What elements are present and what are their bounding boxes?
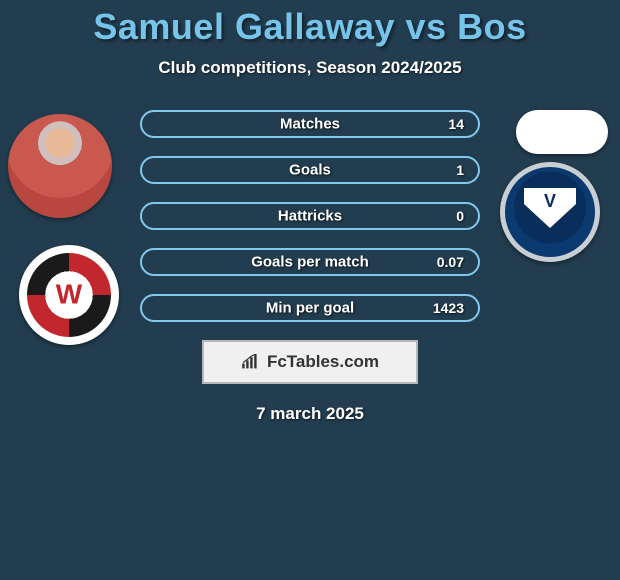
player-photo-right: [516, 110, 608, 154]
page-subtitle: Club competitions, Season 2024/2025: [0, 58, 620, 78]
stat-label: Matches: [280, 116, 340, 133]
stat-value-right: 1423: [433, 300, 464, 316]
stat-bar: Goals 1: [140, 156, 480, 184]
stat-bar: Hattricks 0: [140, 202, 480, 230]
stat-label: Hattricks: [278, 208, 342, 225]
page-title: Samuel Gallaway vs Bos: [0, 0, 620, 48]
player-photo-left: [8, 114, 112, 218]
club-logo-left: [19, 245, 119, 345]
victory-chevron-icon: [524, 188, 576, 228]
comparison-area: Matches 14 Goals 1 Hattricks 0 Goals per…: [0, 110, 620, 424]
stat-label: Goals: [289, 162, 331, 179]
stat-value-right: 14: [448, 116, 464, 132]
stat-bar: Min per goal 1423: [140, 294, 480, 322]
watermark-text: FcTables.com: [267, 352, 379, 372]
watermark: FcTables.com: [202, 340, 418, 384]
stat-bar: Goals per match 0.07: [140, 248, 480, 276]
date-label: 7 march 2025: [0, 404, 620, 424]
stat-bars: Matches 14 Goals 1 Hattricks 0 Goals per…: [140, 110, 480, 322]
stat-label: Goals per match: [251, 254, 369, 271]
club-logo-right: [500, 162, 600, 262]
stat-bar: Matches 14: [140, 110, 480, 138]
stat-value-right: 1: [456, 162, 464, 178]
stat-label: Min per goal: [266, 300, 354, 317]
bar-chart-icon: [241, 354, 261, 370]
stat-value-right: 0: [456, 208, 464, 224]
stat-value-right: 0.07: [437, 254, 464, 270]
